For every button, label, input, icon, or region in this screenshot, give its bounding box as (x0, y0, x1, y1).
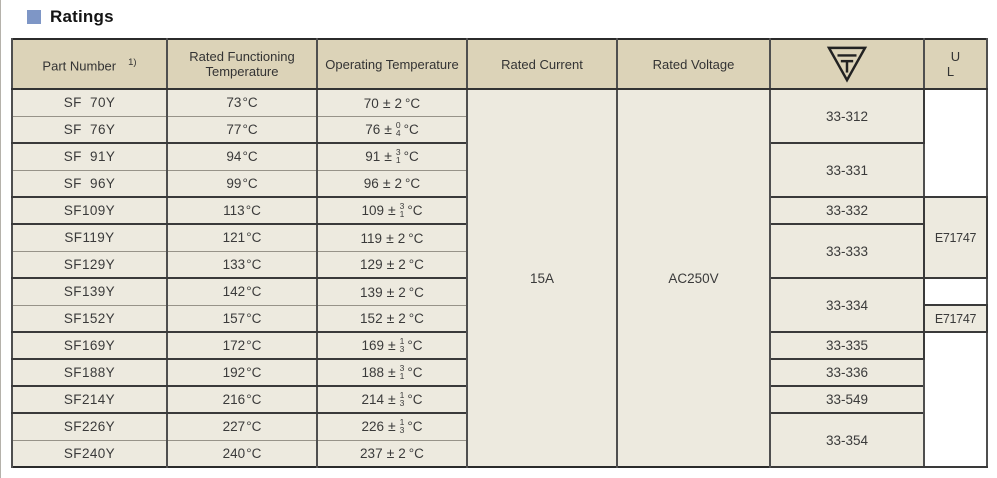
table-row: SF129Y 133°C 129 ±2 °C (11, 251, 987, 279)
part-number-cell: SF129Y (11, 251, 168, 279)
section-bullet-icon (27, 10, 41, 24)
functioning-temp-cell: 192°C (166, 359, 318, 387)
table-row: SF 76Y 77°C 76 ±0 4 °C (11, 116, 987, 144)
table-row: SF188Y 192°C 188 ±3 1 °C 33-336 (11, 358, 987, 387)
operating-temp-cell: 70 ±2 °C (316, 89, 468, 117)
col-header-ul: U L (923, 39, 988, 90)
cert-number-cell: 33-312 (769, 88, 925, 144)
table-row: SF240Y 240°C 237 ±2 °C (11, 440, 987, 468)
part-number-cell: SF139Y (11, 278, 168, 306)
part-number-cell: SF188Y (11, 359, 168, 387)
operating-temp-cell: 214 ±1 3 °C (316, 386, 468, 414)
operating-temp-cell: 109 ±3 1 °C (316, 197, 468, 225)
cert-number-cell: 33-334 (769, 277, 925, 333)
table-row: SF 91Y 94°C 91 ±3 1 °C 33-331 (11, 142, 987, 198)
part-number-cell: SF152Y (11, 305, 168, 333)
col-header-operating-temp: Operating Temperature (316, 39, 468, 90)
ul-empty-cell (923, 89, 988, 198)
col-header-t-mark (769, 39, 925, 90)
functioning-temp-cell: 142°C (166, 278, 318, 306)
part-number-cell: SF 91Y (11, 143, 168, 171)
ul-empty-cell (923, 278, 988, 306)
functioning-temp-cell: 227°C (166, 413, 318, 441)
part-number-cell: SF240Y (11, 440, 168, 468)
operating-temp-cell: 96 ±2 °C (316, 170, 468, 198)
section-header: Ratings (27, 7, 114, 27)
table-row: SF119Y 121°C 119 ±2 °C 33-333 (11, 223, 987, 279)
part-number-cell: SF214Y (11, 386, 168, 414)
functioning-temp-cell: 94°C (166, 143, 318, 171)
operating-temp-cell: 188 ±3 1 °C (316, 359, 468, 387)
cert-number-cell: 33-336 (769, 358, 925, 387)
cert-number-cell: 33-331 (769, 142, 925, 198)
ul-file-number-cell: E71747 (923, 196, 988, 279)
ul-file-number-cell: E71747 (923, 304, 988, 333)
table-row: SF109Y 113°C 109 ±3 1 °C 33-332 E71747 (11, 196, 988, 279)
operating-temp-cell: 119 ±2 °C (316, 224, 468, 252)
functioning-temp-cell: 172°C (166, 332, 318, 360)
rated-current-cell: 15A (466, 89, 618, 468)
cert-number-cell: 33-354 (769, 412, 925, 468)
part-number-cell: SF109Y (11, 197, 168, 225)
operating-temp-cell: 139 ±2 °C (316, 278, 468, 306)
cert-number-cell: 33-333 (769, 223, 925, 279)
ratings-table: Part Number 1) Rated Functioning Temperat… (11, 38, 988, 468)
functioning-temp-cell: 121°C (166, 224, 318, 252)
table-row: SF 96Y 99°C 96 ±2 °C (11, 170, 987, 198)
operating-temp-cell: 152 ±2 °C (316, 305, 468, 333)
col-header-functioning-temp: Rated Functioning Temperature (166, 39, 318, 90)
ul-empty-cell (923, 332, 988, 468)
part-number-cell: SF226Y (11, 413, 168, 441)
section-title: Ratings (50, 7, 114, 26)
header-row: Part Number 1) Rated Functioning Temperat… (11, 39, 988, 90)
part-number-cell: SF169Y (11, 332, 168, 360)
operating-temp-cell: 129 ±2 °C (316, 251, 468, 279)
col-header-rated-voltage: Rated Voltage (616, 39, 771, 90)
table-row: SF139Y 142°C 139 ±2 °C 33-334 (11, 277, 988, 333)
table-row: SF169Y 172°C 169 ±1 3 °C 33-335 (11, 331, 988, 468)
operating-temp-cell: 76 ±0 4 °C (316, 116, 468, 144)
part-number-cell: SF119Y (11, 224, 168, 252)
table-row: SF214Y 216°C 214 ±1 3 °C 33-549 (11, 385, 987, 414)
cert-number-cell: 33-332 (769, 196, 925, 225)
functioning-temp-cell: 157°C (166, 305, 318, 333)
cert-number-cell: 33-335 (769, 331, 925, 360)
functioning-temp-cell: 216°C (166, 386, 318, 414)
operating-temp-cell: 91 ±3 1 °C (316, 143, 468, 171)
table-row: SF152Y 157°C 152 ±2 °C E71747 (11, 304, 988, 333)
functioning-temp-cell: 77°C (166, 116, 318, 144)
operating-temp-cell: 237 ±2 °C (316, 440, 468, 468)
jet-t-mark-icon (826, 46, 868, 83)
cert-number-cell: 33-549 (769, 385, 925, 414)
functioning-temp-cell: 133°C (166, 251, 318, 279)
part-number-cell: SF 76Y (11, 116, 168, 144)
part-number-cell: SF 96Y (11, 170, 168, 198)
rated-voltage-cell: AC250V (616, 89, 771, 468)
functioning-temp-cell: 73°C (166, 89, 318, 117)
functioning-temp-cell: 99°C (166, 170, 318, 198)
col-header-rated-current: Rated Current (466, 39, 618, 90)
functioning-temp-cell: 113°C (166, 197, 318, 225)
table-row: SF226Y 227°C 226 ±1 3 °C 33-354 (11, 412, 987, 468)
operating-temp-cell: 169 ±1 3 °C (316, 332, 468, 360)
part-number-cell: SF 70Y (11, 89, 168, 117)
table-row: SF 70Y 73°C 70 ±2 °C 15A AC250V 33-312 (11, 88, 988, 468)
part-number-header-label: Part Number (42, 58, 117, 74)
functioning-temp-cell: 240°C (166, 440, 318, 468)
col-header-part-number: Part Number 1) (11, 39, 168, 90)
operating-temp-cell: 226 ±1 3 °C (316, 413, 468, 441)
footnote-marker: 1) (128, 56, 137, 68)
